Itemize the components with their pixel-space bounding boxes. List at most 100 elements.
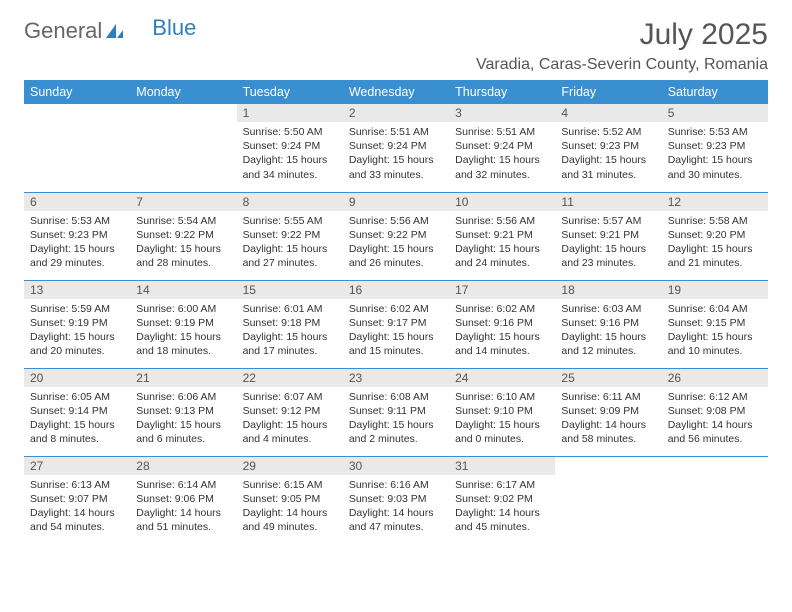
sunrise-text: Sunrise: 5:53 AM [668, 125, 762, 139]
calendar-week-row: 6Sunrise: 5:53 AMSunset: 9:23 PMDaylight… [24, 192, 768, 280]
daylight-text: Daylight: 15 hours and 8 minutes. [30, 418, 124, 446]
calendar-week-row: 1Sunrise: 5:50 AMSunset: 9:24 PMDaylight… [24, 104, 768, 192]
weekday-header: Sunday [24, 80, 130, 104]
day-body: Sunrise: 5:51 AMSunset: 9:24 PMDaylight:… [343, 122, 449, 186]
sunrise-text: Sunrise: 5:56 AM [455, 214, 549, 228]
daylight-text: Daylight: 14 hours and 56 minutes. [668, 418, 762, 446]
sunset-text: Sunset: 9:05 PM [243, 492, 337, 506]
day-number: 8 [237, 193, 343, 211]
sunrise-text: Sunrise: 6:13 AM [30, 478, 124, 492]
daylight-text: Daylight: 15 hours and 31 minutes. [561, 153, 655, 181]
sunrise-text: Sunrise: 6:11 AM [561, 390, 655, 404]
sunrise-text: Sunrise: 6:12 AM [668, 390, 762, 404]
calendar-day-cell: 18Sunrise: 6:03 AMSunset: 9:16 PMDayligh… [555, 280, 661, 368]
calendar-header-row: SundayMondayTuesdayWednesdayThursdayFrid… [24, 80, 768, 104]
weekday-header: Wednesday [343, 80, 449, 104]
day-number: 5 [662, 104, 768, 122]
sunrise-text: Sunrise: 6:01 AM [243, 302, 337, 316]
sunrise-text: Sunrise: 6:04 AM [668, 302, 762, 316]
day-body: Sunrise: 5:57 AMSunset: 9:21 PMDaylight:… [555, 211, 661, 275]
calendar-week-row: 20Sunrise: 6:05 AMSunset: 9:14 PMDayligh… [24, 368, 768, 456]
calendar-day-cell: 29Sunrise: 6:15 AMSunset: 9:05 PMDayligh… [237, 456, 343, 544]
sunrise-text: Sunrise: 6:06 AM [136, 390, 230, 404]
day-number: 2 [343, 104, 449, 122]
day-number: 31 [449, 457, 555, 475]
sunset-text: Sunset: 9:21 PM [561, 228, 655, 242]
day-number: 26 [662, 369, 768, 387]
calendar-day-cell: 1Sunrise: 5:50 AMSunset: 9:24 PMDaylight… [237, 104, 343, 192]
calendar-day-cell: 28Sunrise: 6:14 AMSunset: 9:06 PMDayligh… [130, 456, 236, 544]
day-number: 27 [24, 457, 130, 475]
day-number: 12 [662, 193, 768, 211]
daylight-text: Daylight: 15 hours and 26 minutes. [349, 242, 443, 270]
day-body: Sunrise: 6:12 AMSunset: 9:08 PMDaylight:… [662, 387, 768, 451]
sunrise-text: Sunrise: 5:52 AM [561, 125, 655, 139]
day-body: Sunrise: 6:02 AMSunset: 9:16 PMDaylight:… [449, 299, 555, 363]
weekday-header: Monday [130, 80, 236, 104]
day-number: 20 [24, 369, 130, 387]
day-number: 24 [449, 369, 555, 387]
sunrise-text: Sunrise: 6:02 AM [455, 302, 549, 316]
sunset-text: Sunset: 9:15 PM [668, 316, 762, 330]
sunrise-text: Sunrise: 6:00 AM [136, 302, 230, 316]
day-number: 22 [237, 369, 343, 387]
daylight-text: Daylight: 15 hours and 10 minutes. [668, 330, 762, 358]
daylight-text: Daylight: 15 hours and 34 minutes. [243, 153, 337, 181]
sunrise-text: Sunrise: 6:16 AM [349, 478, 443, 492]
day-number: 15 [237, 281, 343, 299]
sunrise-text: Sunrise: 6:15 AM [243, 478, 337, 492]
sunset-text: Sunset: 9:23 PM [30, 228, 124, 242]
day-body: Sunrise: 5:56 AMSunset: 9:21 PMDaylight:… [449, 211, 555, 275]
sunset-text: Sunset: 9:12 PM [243, 404, 337, 418]
sunrise-text: Sunrise: 6:02 AM [349, 302, 443, 316]
daylight-text: Daylight: 15 hours and 33 minutes. [349, 153, 443, 181]
sunset-text: Sunset: 9:14 PM [30, 404, 124, 418]
calendar-day-cell: 30Sunrise: 6:16 AMSunset: 9:03 PMDayligh… [343, 456, 449, 544]
sunrise-text: Sunrise: 6:05 AM [30, 390, 124, 404]
day-body: Sunrise: 5:53 AMSunset: 9:23 PMDaylight:… [662, 122, 768, 186]
sunrise-text: Sunrise: 5:55 AM [243, 214, 337, 228]
calendar-day-cell: 2Sunrise: 5:51 AMSunset: 9:24 PMDaylight… [343, 104, 449, 192]
calendar-day-cell: 25Sunrise: 6:11 AMSunset: 9:09 PMDayligh… [555, 368, 661, 456]
daylight-text: Daylight: 15 hours and 24 minutes. [455, 242, 549, 270]
daylight-text: Daylight: 15 hours and 4 minutes. [243, 418, 337, 446]
sunset-text: Sunset: 9:23 PM [668, 139, 762, 153]
daylight-text: Daylight: 15 hours and 23 minutes. [561, 242, 655, 270]
calendar-empty-cell [662, 456, 768, 544]
daylight-text: Daylight: 15 hours and 0 minutes. [455, 418, 549, 446]
day-body: Sunrise: 6:16 AMSunset: 9:03 PMDaylight:… [343, 475, 449, 539]
sunrise-text: Sunrise: 5:51 AM [349, 125, 443, 139]
brand-part2: Blue [152, 15, 196, 41]
sunset-text: Sunset: 9:24 PM [455, 139, 549, 153]
daylight-text: Daylight: 15 hours and 2 minutes. [349, 418, 443, 446]
day-number: 17 [449, 281, 555, 299]
sunset-text: Sunset: 9:03 PM [349, 492, 443, 506]
calendar-day-cell: 27Sunrise: 6:13 AMSunset: 9:07 PMDayligh… [24, 456, 130, 544]
sunrise-text: Sunrise: 6:07 AM [243, 390, 337, 404]
sunrise-text: Sunrise: 5:57 AM [561, 214, 655, 228]
day-body: Sunrise: 6:07 AMSunset: 9:12 PMDaylight:… [237, 387, 343, 451]
sunrise-text: Sunrise: 5:51 AM [455, 125, 549, 139]
sunset-text: Sunset: 9:16 PM [455, 316, 549, 330]
day-body: Sunrise: 5:50 AMSunset: 9:24 PMDaylight:… [237, 122, 343, 186]
day-body: Sunrise: 6:15 AMSunset: 9:05 PMDaylight:… [237, 475, 343, 539]
daylight-text: Daylight: 15 hours and 15 minutes. [349, 330, 443, 358]
day-body: Sunrise: 6:13 AMSunset: 9:07 PMDaylight:… [24, 475, 130, 539]
calendar-body: 1Sunrise: 5:50 AMSunset: 9:24 PMDaylight… [24, 104, 768, 544]
logo-sail-icon [104, 22, 124, 40]
day-body: Sunrise: 5:59 AMSunset: 9:19 PMDaylight:… [24, 299, 130, 363]
day-body: Sunrise: 6:06 AMSunset: 9:13 PMDaylight:… [130, 387, 236, 451]
sunrise-text: Sunrise: 5:59 AM [30, 302, 124, 316]
sunrise-text: Sunrise: 5:56 AM [349, 214, 443, 228]
daylight-text: Daylight: 15 hours and 21 minutes. [668, 242, 762, 270]
sunset-text: Sunset: 9:22 PM [243, 228, 337, 242]
day-number: 14 [130, 281, 236, 299]
daylight-text: Daylight: 15 hours and 27 minutes. [243, 242, 337, 270]
sunrise-text: Sunrise: 6:10 AM [455, 390, 549, 404]
calendar-week-row: 13Sunrise: 5:59 AMSunset: 9:19 PMDayligh… [24, 280, 768, 368]
daylight-text: Daylight: 14 hours and 45 minutes. [455, 506, 549, 534]
calendar-day-cell: 8 Sunrise: 5:55 AMSunset: 9:22 PMDaylight… [237, 192, 343, 280]
calendar-day-cell: 26Sunrise: 6:12 AMSunset: 9:08 PMDayligh… [662, 368, 768, 456]
day-number: 21 [130, 369, 236, 387]
daylight-text: Daylight: 15 hours and 30 minutes. [668, 153, 762, 181]
